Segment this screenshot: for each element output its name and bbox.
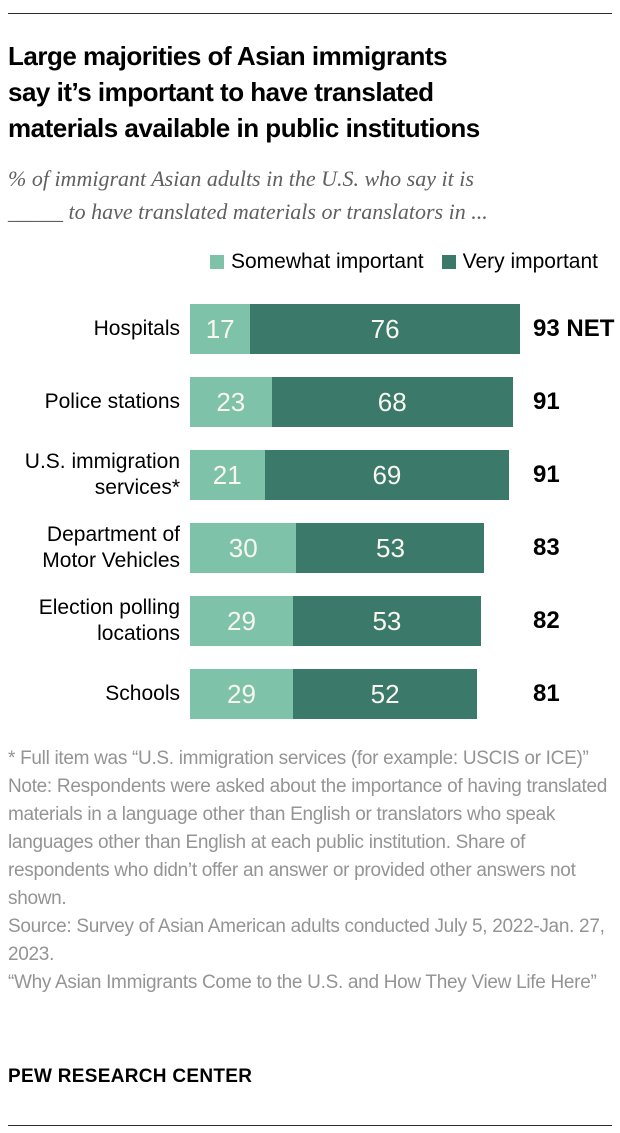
category-label-text: Hospitals	[93, 317, 180, 340]
bar-row: Election polling locations 29 53 82	[8, 596, 612, 646]
footnote-note: Note: Respondents were asked about the i…	[8, 776, 607, 909]
bar-segment-somewhat-important: 23	[190, 377, 272, 427]
bar-row: Hospitals 17 76 93 NET	[8, 304, 615, 354]
net-value-label: 83	[533, 534, 560, 561]
bar-segment-somewhat-important: 29	[190, 596, 293, 646]
legend-item-very-important: Very important	[441, 250, 598, 274]
bar-segment-somewhat-important: 17	[190, 304, 251, 354]
legend-swatch-somewhat-important	[210, 255, 224, 269]
legend-item-somewhat-important: Somewhat important	[210, 250, 424, 274]
page-subtitle: % of immigrant Asian adults in the U.S. …	[8, 166, 488, 224]
bar-segment-very-important: 53	[296, 523, 485, 573]
bar-track: 29 52	[190, 669, 478, 719]
category-label: Police stations	[8, 389, 180, 415]
top-divider	[8, 13, 612, 14]
legend-swatch-very-important	[441, 255, 456, 269]
footnote-source: Source: Survey of Asian American adults …	[8, 916, 605, 965]
pew-research-center-branding: PEW RESEARCH CENTER	[8, 1066, 253, 1087]
category-label: Department of Motor Vehicles	[8, 522, 180, 574]
bar-row: U.S. immigration services* 21 69 91	[8, 450, 612, 500]
bar-track: 30 53	[190, 523, 485, 573]
category-label: Schools	[8, 681, 180, 707]
net-value-label: 91	[533, 461, 560, 488]
bar-segment-very-important: 69	[264, 450, 510, 500]
stacked-bar-chart: Hospitals 17 76 93 NET Police stations 23 68 91…	[8, 304, 615, 719]
category-label: Election polling locations	[8, 595, 180, 647]
category-label-text: Schools	[105, 682, 180, 705]
category-label: U.S. immigration services*	[8, 449, 180, 501]
category-label: Hospitals	[8, 316, 180, 342]
bar-row: Schools 29 52 81	[8, 669, 612, 719]
bar-segment-somewhat-important: 29	[190, 669, 293, 719]
legend-label-very-important: Very important	[462, 250, 598, 273]
bar-segment-very-important: 53	[292, 596, 481, 646]
bar-row: Department of Motor Vehicles 30 53 83	[8, 523, 612, 573]
net-value-label: 81	[533, 680, 560, 707]
footnote-report-title: “Why Asian Immigrants Come to the U.S. a…	[8, 972, 597, 993]
bar-segment-very-important: 76	[250, 304, 520, 354]
net-value-label: 82	[533, 607, 560, 634]
bar-row: Police stations 23 68 91	[8, 377, 612, 427]
bar-segment-somewhat-important: 30	[190, 523, 297, 573]
chart-legend: Somewhat important Very important	[8, 250, 612, 274]
category-label-text: Election polling locations	[38, 596, 180, 645]
footnotes: * Full item was “U.S. immigration servic…	[8, 745, 614, 997]
category-label-text: Department of Motor Vehicles	[42, 523, 180, 572]
bar-segment-very-important: 68	[271, 377, 513, 427]
page: Large majorities of Asian immigrants say…	[0, 13, 620, 997]
bar-segment-very-important: 52	[292, 669, 478, 719]
legend-label-somewhat-important: Somewhat important	[231, 250, 424, 273]
bottom-divider	[8, 1125, 612, 1126]
bar-track: 23 68	[190, 377, 513, 427]
net-value-label: 91	[533, 388, 560, 415]
bar-segment-somewhat-important: 21	[190, 450, 265, 500]
net-value-label: 93 NET	[533, 315, 615, 342]
footnote-full-item: * Full item was “U.S. immigration servic…	[8, 748, 589, 769]
bar-track: 17 76	[190, 304, 520, 354]
bar-track: 21 69	[190, 450, 510, 500]
category-label-text: U.S. immigration services*	[24, 450, 180, 499]
category-label-text: Police stations	[44, 390, 180, 413]
bar-track: 29 53	[190, 596, 481, 646]
page-title: Large majorities of Asian immigrants say…	[8, 41, 480, 143]
